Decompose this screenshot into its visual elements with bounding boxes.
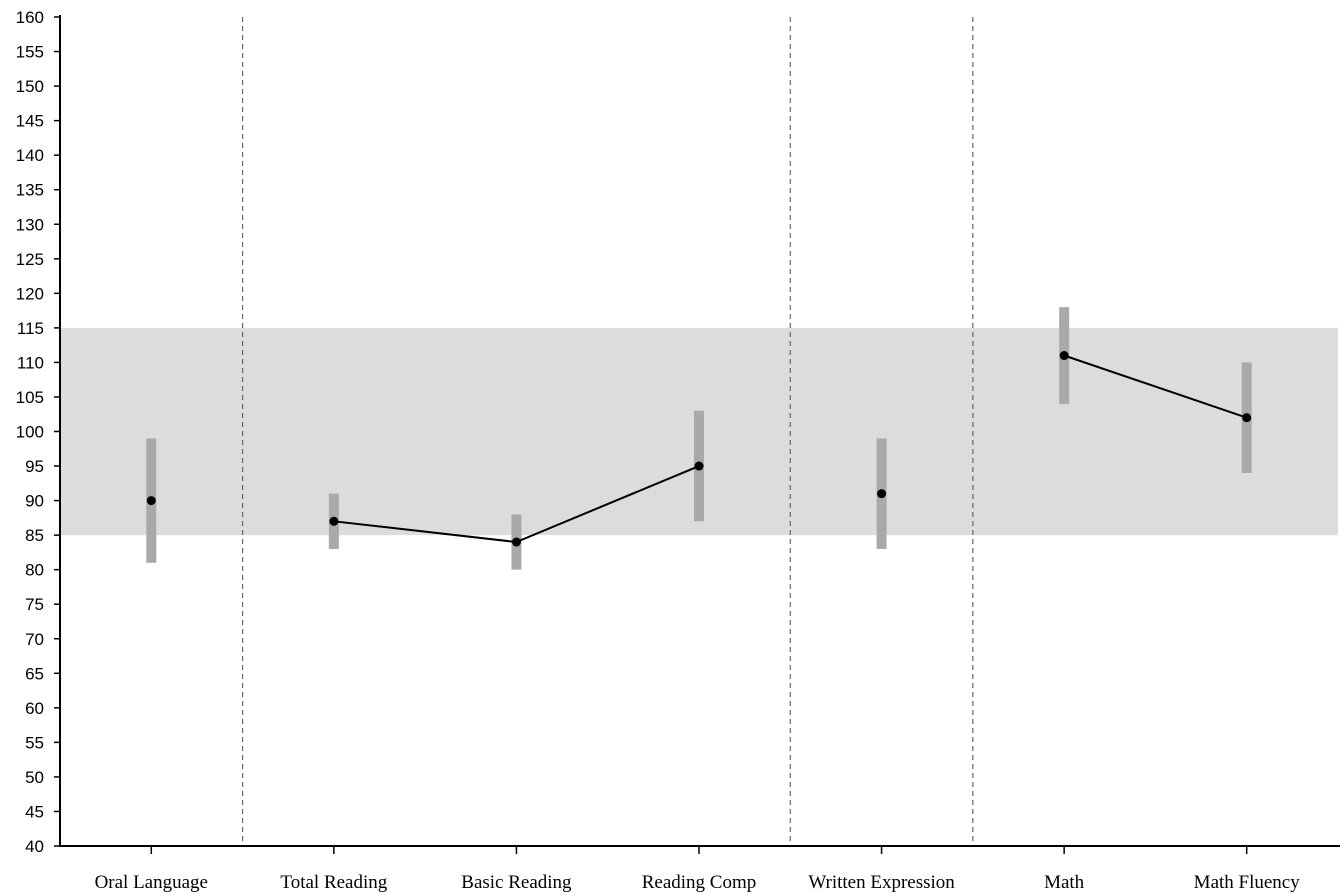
x-category-label: Math xyxy=(1044,872,1085,893)
score-point xyxy=(1059,351,1069,361)
score-line xyxy=(1063,354,1248,419)
y-tick-label: 40 xyxy=(25,837,44,856)
score-point xyxy=(329,516,339,526)
x-category-label: Math Fluency xyxy=(1194,872,1301,893)
y-tick-label: 60 xyxy=(25,699,44,718)
x-category-label: Total Reading xyxy=(280,872,387,893)
score-point xyxy=(694,461,704,471)
y-tick-label: 55 xyxy=(25,733,44,752)
score-point xyxy=(877,489,887,499)
y-tick-label: 70 xyxy=(25,630,44,649)
y-tick-label: 75 xyxy=(25,595,44,614)
score-point xyxy=(146,496,156,506)
y-tick-label: 145 xyxy=(16,112,44,131)
y-tick-label: 65 xyxy=(25,664,44,683)
x-category-label: Oral Language xyxy=(95,872,208,893)
y-tick-label: 120 xyxy=(16,284,44,303)
y-tick-label: 160 xyxy=(16,8,44,27)
y-tick-label: 130 xyxy=(16,215,44,234)
y-tick-label: 80 xyxy=(25,561,44,580)
y-tick-label: 100 xyxy=(16,423,44,442)
y-tick-label: 115 xyxy=(17,319,44,338)
y-tick-label: 125 xyxy=(16,250,44,269)
y-tick-label: 110 xyxy=(17,353,44,372)
x-category-label: Reading Comp xyxy=(642,872,757,893)
y-tick-label: 150 xyxy=(16,77,44,96)
score-point xyxy=(511,537,521,547)
y-tick-label: 155 xyxy=(16,43,44,62)
x-category-label: Basic Reading xyxy=(461,872,572,893)
y-tick-label: 135 xyxy=(16,181,44,200)
y-tick-label: 45 xyxy=(25,802,44,821)
y-tick-label: 105 xyxy=(16,388,44,407)
y-tick-label: 85 xyxy=(25,526,44,545)
x-category-label: Written Expression xyxy=(808,872,955,893)
y-tick-label: 140 xyxy=(16,146,44,165)
y-tick-label: 95 xyxy=(25,457,44,476)
y-tick-label: 90 xyxy=(25,492,44,511)
score-point xyxy=(1242,413,1252,423)
y-tick-label: 50 xyxy=(25,768,44,787)
